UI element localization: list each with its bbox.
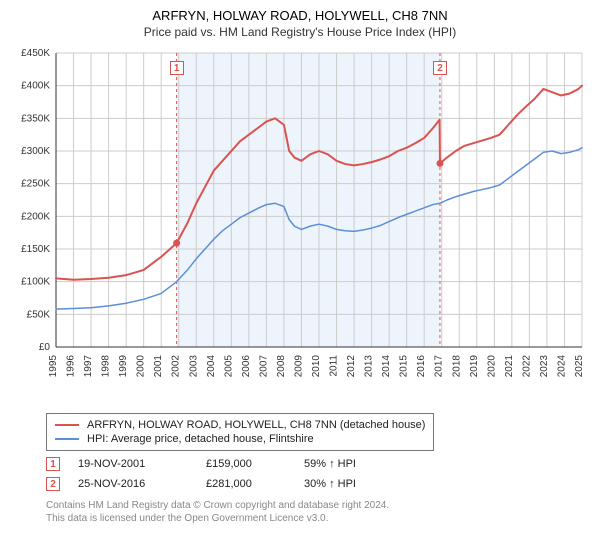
page-title: ARFRYN, HOLWAY ROAD, HOLYWELL, CH8 7NN: [10, 8, 590, 23]
footer-line1: Contains HM Land Registry data © Crown c…: [46, 499, 590, 512]
svg-text:2007: 2007: [258, 355, 269, 378]
sale-price: £281,000: [206, 478, 286, 490]
svg-text:2016: 2016: [416, 355, 427, 378]
svg-text:£300K: £300K: [21, 146, 50, 157]
sale-price: £159,000: [206, 458, 286, 470]
svg-text:1999: 1999: [118, 355, 129, 378]
svg-text:£450K: £450K: [21, 48, 50, 59]
sale-marker: 1: [46, 457, 60, 471]
svg-text:2020: 2020: [486, 355, 497, 378]
svg-text:2010: 2010: [311, 355, 322, 378]
svg-text:£150K: £150K: [21, 244, 50, 255]
svg-text:2019: 2019: [469, 355, 480, 378]
chart-sale-marker-1: 1: [170, 61, 184, 75]
sale-date: 19-NOV-2001: [78, 458, 188, 470]
legend: ARFRYN, HOLWAY ROAD, HOLYWELL, CH8 7NN (…: [46, 413, 434, 451]
sale-hpi: 30% ↑ HPI: [304, 478, 384, 490]
legend-swatch: [55, 424, 79, 426]
svg-text:2004: 2004: [206, 355, 217, 378]
svg-text:£200K: £200K: [21, 211, 50, 222]
svg-text:2014: 2014: [381, 355, 392, 378]
svg-text:2012: 2012: [346, 355, 357, 378]
svg-text:2000: 2000: [136, 355, 147, 378]
chart: £0 £50K £100K £150K £200K £250K £300K £350K £400…: [10, 45, 590, 405]
svg-text:2024: 2024: [556, 355, 567, 378]
page-subtitle: Price paid vs. HM Land Registry's House …: [10, 25, 590, 39]
svg-text:2011: 2011: [329, 355, 340, 377]
sale-row: 1 19-NOV-2001 £159,000 59% ↑ HPI: [46, 457, 590, 471]
sale-marker: 2: [46, 477, 60, 491]
svg-text:1998: 1998: [101, 355, 112, 378]
legend-item: ARFRYN, HOLWAY ROAD, HOLYWELL, CH8 7NN (…: [55, 418, 425, 432]
page: ARFRYN, HOLWAY ROAD, HOLYWELL, CH8 7NN P…: [0, 0, 600, 531]
svg-text:2018: 2018: [451, 355, 462, 378]
svg-text:2022: 2022: [521, 355, 532, 378]
svg-text:2006: 2006: [241, 355, 252, 378]
svg-text:£50K: £50K: [27, 309, 51, 320]
legend-item: HPI: Average price, detached house, Flin…: [55, 432, 425, 446]
svg-text:2013: 2013: [364, 355, 375, 378]
svg-text:£250K: £250K: [21, 179, 50, 190]
sale-date: 25-NOV-2016: [78, 478, 188, 490]
svg-text:2001: 2001: [153, 355, 164, 378]
footer: Contains HM Land Registry data © Crown c…: [46, 499, 590, 525]
sale-hpi: 59% ↑ HPI: [304, 458, 384, 470]
svg-text:2002: 2002: [171, 355, 182, 378]
svg-text:2017: 2017: [434, 355, 445, 378]
svg-text:£350K: £350K: [21, 113, 50, 124]
svg-text:2009: 2009: [293, 355, 304, 378]
legend-swatch: [55, 438, 79, 440]
svg-text:£0: £0: [39, 342, 51, 353]
svg-text:1997: 1997: [83, 355, 94, 378]
legend-label: ARFRYN, HOLWAY ROAD, HOLYWELL, CH8 7NN (…: [87, 419, 425, 431]
chart-sale-marker-2: 2: [433, 61, 447, 75]
sale-row: 2 25-NOV-2016 £281,000 30% ↑ HPI: [46, 477, 590, 491]
svg-text:2023: 2023: [539, 355, 550, 378]
svg-text:2015: 2015: [399, 355, 410, 378]
svg-text:2003: 2003: [188, 355, 199, 378]
svg-text:2021: 2021: [504, 355, 515, 378]
svg-text:2005: 2005: [223, 355, 234, 378]
chart-svg: £0 £50K £100K £150K £200K £250K £300K £350K £400…: [10, 45, 590, 405]
svg-text:£400K: £400K: [21, 81, 50, 92]
svg-text:£100K: £100K: [21, 277, 50, 288]
legend-label: HPI: Average price, detached house, Flin…: [87, 433, 314, 445]
svg-text:1996: 1996: [66, 355, 77, 378]
footer-line2: This data is licensed under the Open Gov…: [46, 512, 590, 525]
svg-text:2025: 2025: [574, 355, 585, 378]
svg-text:2008: 2008: [276, 355, 287, 378]
svg-text:1995: 1995: [48, 355, 59, 378]
